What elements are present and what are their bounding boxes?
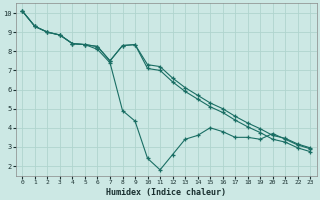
X-axis label: Humidex (Indice chaleur): Humidex (Indice chaleur) bbox=[106, 188, 226, 197]
